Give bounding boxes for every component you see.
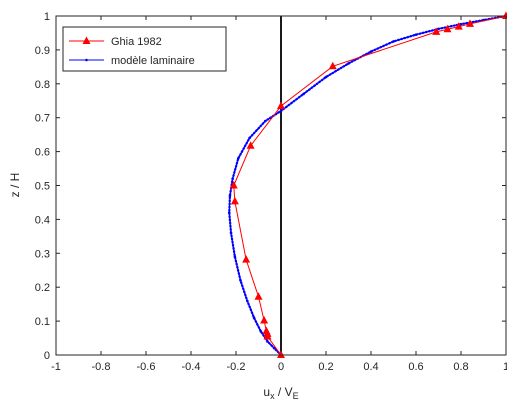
x-tick-label: -0.4 [182,361,201,373]
laminaire-point [392,40,395,43]
laminaire-point [248,136,251,140]
ghia-point-marker [443,24,452,33]
legend: Ghia 1982 modèle laminaire [62,26,227,72]
legend-swatch-ghia-marker [82,36,91,44]
laminaire-point [245,299,249,303]
x-tick-label: -1 [51,361,61,373]
legend-label-laminaire: modèle laminaire [111,55,195,67]
legend-label-ghia: Ghia 1982 [111,36,162,48]
x-axis-label: ux / VE [263,385,298,401]
legend-box [62,26,227,72]
x-tick-label: 0 [278,361,284,373]
ghia-point-marker [328,61,337,70]
y-tick-label: 0 [44,350,50,362]
y-tick-label: 0.7 [35,113,50,125]
y-tick-label: 0.1 [35,316,50,328]
y-tick-label: 0.8 [35,79,50,91]
laminaire-series-dots [228,14,507,357]
x-tick-label: -0.6 [137,361,156,373]
x-tick-label: 0.8 [453,361,468,373]
x-tick-label: -0.8 [92,361,111,373]
laminaire-point [263,119,267,123]
laminaire-point [259,329,263,333]
ghia-point-marker [254,292,263,300]
laminaire-point [228,194,232,197]
x-tick-label: 0.2 [318,361,333,373]
x-tick-label: 0.4 [363,361,378,373]
x-tick-label: 1 [503,361,507,373]
laminaire-point [459,22,463,26]
ghia-point-marker [277,101,285,110]
laminaire-point [233,255,237,258]
laminaire-point [347,62,350,65]
ghia-point-marker [454,22,463,30]
ghia-point-marker [262,326,271,335]
ticks-layer: -1 -0.8 -0.6 -0.4 -0.2 0 0.2 0.4 0.6 0.8 1 0 0.1 0.2 0… [35,11,507,373]
ghia-point-marker [432,27,441,35]
y-tick-label: 1 [44,11,50,23]
y-tick-label: 0.5 [35,181,50,193]
plot-frame [55,15,507,356]
laminaire-point [266,340,269,343]
series-layer [227,11,507,358]
y-axis-label: z / H [8,173,22,198]
y-tick-label: 0.9 [35,45,50,57]
y-tick-label: 0.6 [35,147,50,159]
ghia-point-marker [260,316,269,324]
ghia-point-marker [277,350,285,358]
x-tick-label: -0.2 [227,361,246,373]
x-tick-label: 0.6 [408,361,423,373]
ghia-point-marker [242,255,251,263]
y-tick-label: 0.3 [35,248,50,260]
laminaire-point [236,157,240,160]
laminaire-point [239,279,242,282]
legend-swatch-laminaire-marker [85,58,88,62]
laminaire-point [231,177,234,181]
laminaire-point [229,231,233,235]
x-axis-label-main: u [263,385,270,399]
laminaire-point [369,50,373,53]
x-axis-label-middle: / V [275,385,293,399]
y-tick-label: 0.4 [35,214,50,226]
laminaire-point [324,75,328,79]
laminaire-point [414,33,418,36]
laminaire-point [302,92,305,96]
ghia-point-marker [229,181,238,189]
ghia-point-marker [246,141,255,149]
x-axis-label-subscript-2: E [293,391,299,401]
laminaire-point [437,27,440,31]
laminaire-point [227,211,231,214]
ghia-point-marker [466,19,474,27]
laminaire-point [279,109,283,113]
laminaire-point [252,316,256,320]
ghia-point-marker [230,196,239,205]
laminaire-point [272,346,276,350]
y-tick-label: 0.2 [35,282,50,294]
x-axis-label-subscript-1: x [270,391,275,401]
